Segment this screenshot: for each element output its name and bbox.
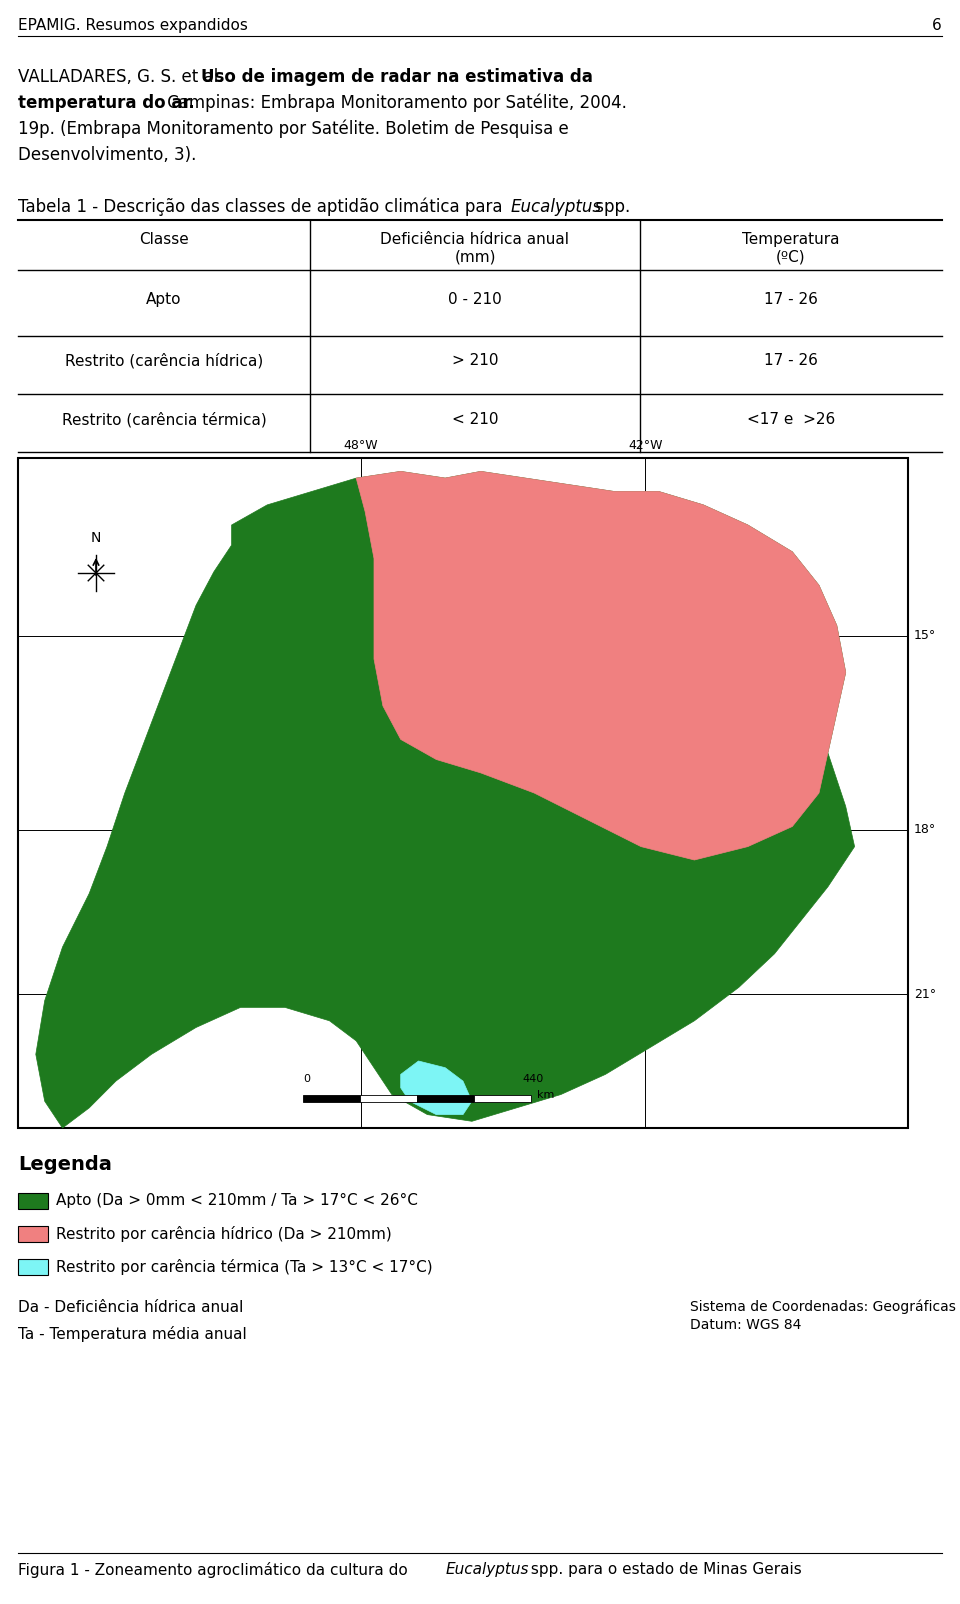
Text: 48°W: 48°W	[344, 439, 378, 452]
Text: 0: 0	[303, 1075, 310, 1084]
Text: <17 e  >26: <17 e >26	[747, 412, 835, 427]
Text: Desenvolvimento, 3).: Desenvolvimento, 3).	[18, 146, 197, 164]
Text: 440: 440	[522, 1075, 543, 1084]
Text: 0 - 210: 0 - 210	[448, 292, 502, 306]
Text: Uso de imagem de radar na estimativa da: Uso de imagem de radar na estimativa da	[201, 67, 593, 87]
Text: Restrito (carência hídrica): Restrito (carência hídrica)	[65, 353, 263, 369]
Bar	[360, 1096, 417, 1102]
Text: 19p. (Embrapa Monitoramento por Satélite. Boletim de Pesquisa e: 19p. (Embrapa Monitoramento por Satélite…	[18, 120, 568, 138]
Text: 42°W: 42°W	[628, 439, 662, 452]
Text: N: N	[91, 531, 101, 545]
Text: Apto: Apto	[146, 292, 181, 306]
Text: Legenda: Legenda	[18, 1155, 112, 1174]
Bar	[474, 1096, 531, 1102]
Text: km: km	[537, 1091, 554, 1100]
Text: spp.: spp.	[590, 197, 631, 217]
Text: Eucalyptus: Eucalyptus	[511, 197, 602, 217]
Text: EPAMIG. Resumos expandidos: EPAMIG. Resumos expandidos	[18, 18, 248, 34]
Text: < 210: < 210	[452, 412, 498, 427]
Bar	[303, 1096, 360, 1102]
Text: 17 - 26: 17 - 26	[764, 292, 818, 306]
Text: Figura 1 - Zoneamento agroclimático da cultura do: Figura 1 - Zoneamento agroclimático da c…	[18, 1562, 413, 1578]
Text: 21°: 21°	[914, 988, 936, 1001]
Text: Sistema de Coordenadas: Geográficas: Sistema de Coordenadas: Geográficas	[690, 1299, 956, 1315]
Text: (mm): (mm)	[454, 249, 495, 265]
Text: temperatura do ar.: temperatura do ar.	[18, 95, 195, 112]
Bar	[18, 1225, 48, 1241]
Text: (ºC): (ºC)	[777, 249, 805, 265]
Text: 6: 6	[932, 18, 942, 34]
Bar	[18, 459, 908, 1128]
Text: Deficiência hídrica anual: Deficiência hídrica anual	[380, 233, 569, 247]
Polygon shape	[400, 1060, 472, 1115]
Text: Temperatura: Temperatura	[742, 233, 840, 247]
Text: 17 - 26: 17 - 26	[764, 353, 818, 367]
Text: 18°: 18°	[914, 823, 936, 836]
Text: Tabela 1 - Descrição das classes de aptidão climática para: Tabela 1 - Descrição das classes de apti…	[18, 197, 508, 217]
Text: Restrito (carência térmica): Restrito (carência térmica)	[61, 412, 266, 428]
Text: Datum: WGS 84: Datum: WGS 84	[690, 1318, 802, 1331]
Text: 15°: 15°	[914, 629, 936, 642]
Text: Campinas: Embrapa Monitoramento por Satélite, 2004.: Campinas: Embrapa Monitoramento por Saté…	[162, 95, 627, 112]
Text: 220: 220	[407, 1075, 428, 1084]
Text: Restrito por carência hídrico (Da > 210mm): Restrito por carência hídrico (Da > 210m…	[56, 1225, 392, 1241]
Text: spp. para o estado de Minas Gerais: spp. para o estado de Minas Gerais	[526, 1562, 802, 1577]
Bar	[417, 1096, 474, 1102]
Text: > 210: > 210	[452, 353, 498, 367]
Text: Restrito por carência térmica (Ta > 13°C < 17°C): Restrito por carência térmica (Ta > 13°C…	[56, 1259, 433, 1275]
Text: Apto (Da > 0mm < 210mm / Ta > 17°C < 26°C: Apto (Da > 0mm < 210mm / Ta > 17°C < 26°…	[56, 1193, 418, 1208]
Text: Ta - Temperatura média anual: Ta - Temperatura média anual	[18, 1327, 247, 1343]
Polygon shape	[356, 472, 846, 860]
Text: Classe: Classe	[139, 233, 189, 247]
Bar	[18, 1259, 48, 1275]
Polygon shape	[36, 472, 854, 1128]
Text: VALLADARES, G. S. et al.: VALLADARES, G. S. et al.	[18, 67, 228, 87]
Text: Eucalyptus: Eucalyptus	[446, 1562, 530, 1577]
Text: Da - Deficiência hídrica anual: Da - Deficiência hídrica anual	[18, 1299, 244, 1315]
Bar	[18, 1193, 48, 1209]
